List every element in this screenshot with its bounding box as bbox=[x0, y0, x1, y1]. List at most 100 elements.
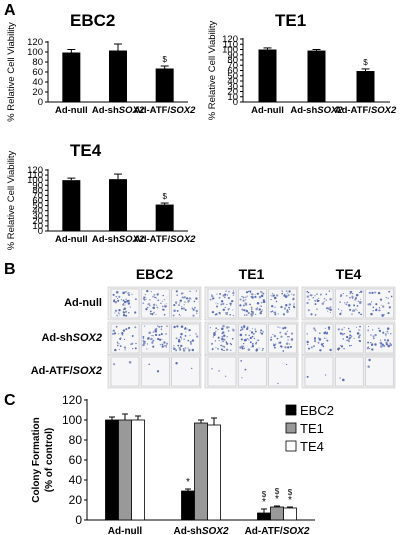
colony-dot bbox=[320, 293, 322, 296]
colony-dot bbox=[281, 290, 283, 292]
colony-dot bbox=[215, 330, 217, 333]
colony-dot bbox=[379, 339, 382, 341]
colony-dot bbox=[372, 329, 374, 331]
colony-dot bbox=[177, 325, 179, 327]
colony-dot bbox=[172, 314, 175, 317]
category-label-0-prefix: Ad-null bbox=[251, 105, 284, 116]
colony-dot bbox=[325, 374, 327, 376]
colony-dot bbox=[225, 341, 228, 343]
colony-dot bbox=[287, 294, 290, 297]
colony-dot bbox=[358, 340, 360, 342]
colony-dot bbox=[174, 301, 178, 304]
plate-row-label-italic: SOX2 bbox=[72, 365, 102, 377]
colony-dot bbox=[271, 293, 274, 295]
colony-dot bbox=[287, 346, 290, 349]
y-tick-label-30: 30 bbox=[32, 211, 43, 222]
colony-dot bbox=[367, 329, 370, 332]
colony-dot bbox=[359, 301, 362, 305]
colony-dot bbox=[348, 337, 351, 340]
colony-dot bbox=[241, 295, 243, 298]
colony-dot bbox=[220, 348, 223, 351]
colony-dot bbox=[187, 299, 190, 303]
colony-dot bbox=[182, 348, 185, 350]
y-tick-label-60: 60 bbox=[32, 67, 43, 78]
colony-dot bbox=[279, 341, 282, 344]
colony-dot bbox=[280, 305, 283, 309]
colony-dot bbox=[231, 337, 234, 340]
colony-dot bbox=[256, 292, 259, 295]
colony-dot bbox=[115, 295, 118, 298]
colony-dot bbox=[151, 345, 153, 347]
colony-dot bbox=[370, 312, 373, 316]
colony-dot bbox=[274, 313, 277, 316]
colony-dot bbox=[247, 348, 251, 351]
colony-dot bbox=[118, 309, 121, 312]
bar-2 bbox=[356, 71, 375, 102]
colony-dot bbox=[279, 331, 282, 334]
colony-dot bbox=[339, 377, 341, 379]
category-label-0: Ad-null bbox=[55, 234, 88, 245]
colony-dot bbox=[390, 295, 393, 298]
colony-dot bbox=[232, 314, 235, 317]
colony-dot bbox=[148, 363, 150, 365]
colony-dot bbox=[135, 298, 137, 300]
colony-dot bbox=[263, 301, 265, 304]
colony-dot bbox=[122, 291, 125, 295]
plate-row-label-prefix: Ad-null bbox=[64, 297, 102, 309]
colony-dot bbox=[111, 332, 115, 335]
colony-dot bbox=[209, 327, 211, 329]
colony-dot bbox=[220, 344, 222, 347]
colony-dot bbox=[182, 307, 186, 310]
colony-dot bbox=[119, 345, 122, 347]
colony-dot bbox=[313, 345, 315, 347]
colony-dot bbox=[230, 349, 232, 351]
colony-dot bbox=[374, 343, 377, 346]
colony-dot bbox=[284, 293, 286, 296]
colony-dot bbox=[229, 304, 232, 306]
y-tick-label-110: 110 bbox=[223, 39, 238, 50]
colony-dot bbox=[127, 299, 130, 302]
category-label-1: Ad-shSOX2 bbox=[92, 105, 145, 116]
colony-dot bbox=[273, 334, 277, 338]
colony-dot bbox=[149, 304, 151, 307]
colony-dot bbox=[310, 294, 313, 297]
colony-dot bbox=[348, 340, 350, 343]
colony-dot bbox=[342, 378, 345, 382]
colony-dot bbox=[161, 343, 164, 346]
colony-dot bbox=[220, 300, 223, 303]
colony-dot bbox=[306, 375, 309, 378]
colony-dot bbox=[368, 291, 371, 295]
well-0-2-0 bbox=[304, 288, 334, 319]
colony-dot bbox=[222, 324, 225, 328]
colony-dot bbox=[350, 344, 352, 347]
bar-2 bbox=[155, 204, 174, 231]
colony-dot bbox=[176, 309, 179, 312]
colony-dot bbox=[232, 294, 234, 296]
colony-dot bbox=[342, 292, 344, 295]
colony-dot bbox=[243, 325, 246, 328]
colony-dot bbox=[387, 344, 391, 348]
colony-dot bbox=[184, 301, 186, 303]
colony-dot bbox=[185, 297, 189, 300]
colony-dot bbox=[121, 333, 124, 336]
bar-TE1-0 bbox=[118, 419, 132, 521]
colony-dot bbox=[356, 309, 358, 311]
colony-dot bbox=[213, 332, 216, 335]
colony-dot bbox=[323, 337, 326, 339]
colony-dot bbox=[239, 298, 242, 301]
colony-dot bbox=[125, 328, 128, 331]
colony-dot bbox=[375, 308, 378, 311]
colony-dot bbox=[118, 295, 121, 298]
colony-dot bbox=[194, 307, 196, 309]
colony-dot bbox=[252, 311, 254, 313]
colony-dot bbox=[292, 293, 295, 296]
colony-dot bbox=[221, 335, 224, 338]
colony-dot bbox=[153, 294, 156, 296]
colony-dot bbox=[385, 343, 389, 346]
colony-dot bbox=[352, 293, 354, 295]
well-0-1-0 bbox=[207, 288, 237, 319]
colony-dot bbox=[274, 343, 277, 345]
colony-dot bbox=[347, 339, 350, 342]
colony-dot bbox=[240, 326, 243, 329]
colony-dot bbox=[261, 309, 263, 311]
